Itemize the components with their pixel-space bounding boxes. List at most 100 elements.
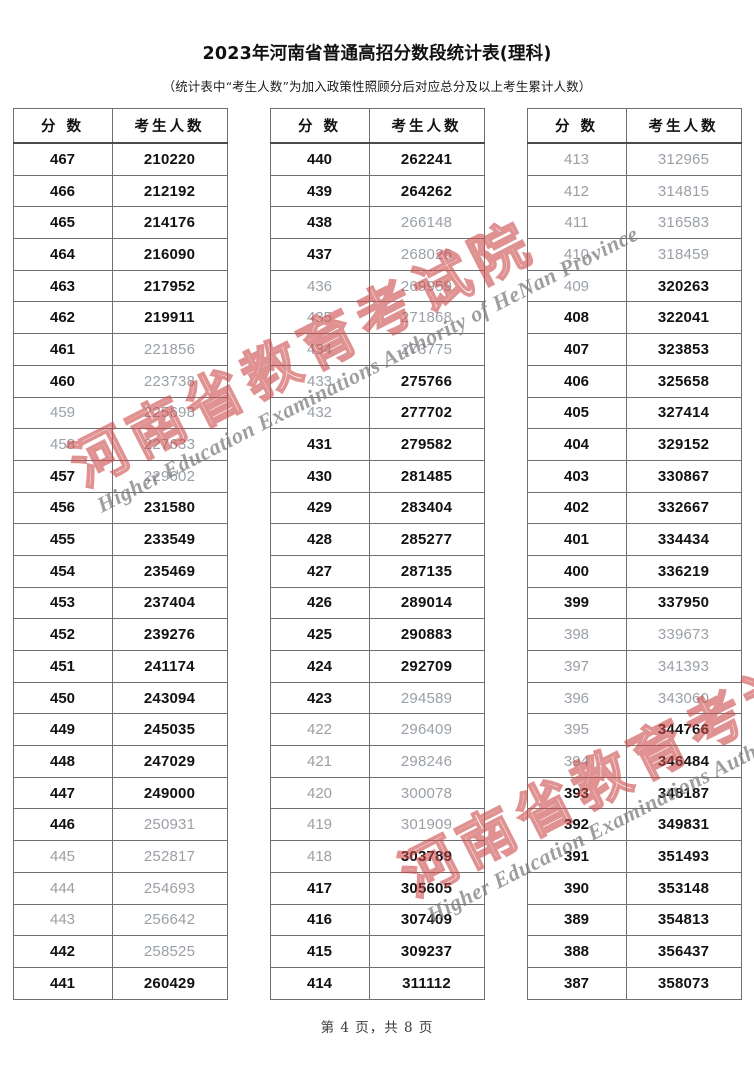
cell-candidate-count: 327414 xyxy=(625,396,742,430)
table-row: 414 311112 xyxy=(269,966,485,1000)
table-header-row: 分 数考生人数 xyxy=(12,108,228,144)
cell-candidate-count: 264262 xyxy=(368,174,485,208)
cell-candidate-count: 303789 xyxy=(368,840,485,873)
score-table-column-1: 分 数考生人数 467 210220 466 212192 465 214176 464 216… xyxy=(12,108,228,1000)
table-header-row: 分 数考生人数 xyxy=(269,108,485,144)
cell-score: 409 xyxy=(526,269,627,303)
cell-candidate-count: 290883 xyxy=(368,618,485,651)
table-row: 428 285277 xyxy=(269,523,485,556)
cell-score: 394 xyxy=(526,745,627,778)
cell-score: 392 xyxy=(526,808,627,842)
table-row: 447 249000 xyxy=(12,776,228,810)
score-tables-container: 分 数考生人数 467 210220 466 212192 465 214176 464 216… xyxy=(0,108,754,1000)
cell-score: 450 xyxy=(12,681,113,715)
cell-candidate-count: 356437 xyxy=(625,935,742,968)
table-row: 441 260429 xyxy=(12,966,228,1000)
cell-candidate-count: 271868 xyxy=(368,301,485,335)
cell-score: 403 xyxy=(526,459,627,493)
cell-score: 426 xyxy=(269,586,370,620)
cell-candidate-count: 325658 xyxy=(625,364,742,398)
cell-candidate-count: 294589 xyxy=(368,681,485,715)
cell-score: 441 xyxy=(12,966,113,1000)
table-row: 397 341393 xyxy=(526,650,742,683)
cell-candidate-count: 225698 xyxy=(111,396,228,430)
cell-score: 449 xyxy=(12,713,113,747)
table-row: 404 329152 xyxy=(526,428,742,461)
table-row: 451 241174 xyxy=(12,650,228,683)
cell-score: 405 xyxy=(526,396,627,430)
table-row: 461 221856 xyxy=(12,333,228,366)
page-subtitle: （统计表中“考生人数”为加入政策性照顾分后对应总分及以上考生累计人数） xyxy=(162,79,592,94)
cell-score: 461 xyxy=(12,333,113,366)
cell-candidate-count: 277702 xyxy=(368,396,485,430)
table-row: 422 296409 xyxy=(269,713,485,747)
table-row: 426 289014 xyxy=(269,586,485,620)
cell-score: 418 xyxy=(269,840,370,873)
cell-score: 456 xyxy=(12,491,113,525)
cell-candidate-count: 334434 xyxy=(625,523,742,556)
table-row: 443 256642 xyxy=(12,903,228,937)
table-row: 437 268026 xyxy=(269,238,485,271)
table-row: 465 214176 xyxy=(12,206,228,240)
table-row: 458 227633 xyxy=(12,428,228,461)
cell-score: 401 xyxy=(526,523,627,556)
table-row: 456 231580 xyxy=(12,491,228,525)
cell-candidate-count: 217952 xyxy=(111,269,228,303)
cell-score: 455 xyxy=(12,523,113,556)
cell-score: 412 xyxy=(526,174,627,208)
cell-score: 425 xyxy=(269,618,370,651)
cell-candidate-count: 309237 xyxy=(368,935,485,968)
cell-candidate-count: 287135 xyxy=(368,554,485,588)
table-row: 402 332667 xyxy=(526,491,742,525)
cell-score: 451 xyxy=(12,650,113,683)
cell-score: 427 xyxy=(269,554,370,588)
cell-score: 422 xyxy=(269,713,370,747)
header-candidate-count: 考生人数 xyxy=(368,108,485,144)
cell-candidate-count: 250931 xyxy=(111,808,228,842)
header-score: 分 数 xyxy=(12,108,113,144)
header-score: 分 数 xyxy=(269,108,370,144)
cell-score: 457 xyxy=(12,459,113,493)
cell-score: 408 xyxy=(526,301,627,335)
table-row: 453 237404 xyxy=(12,586,228,620)
cell-score: 444 xyxy=(12,871,113,905)
table-row: 460 223738 xyxy=(12,364,228,398)
table-row: 388 356437 xyxy=(526,935,742,968)
cell-candidate-count: 346484 xyxy=(625,745,742,778)
cell-candidate-count: 298246 xyxy=(368,745,485,778)
cell-candidate-count: 351493 xyxy=(625,840,742,873)
cell-candidate-count: 219911 xyxy=(111,301,228,335)
cell-score: 428 xyxy=(269,523,370,556)
table-row: 391 351493 xyxy=(526,840,742,873)
cell-candidate-count: 216090 xyxy=(111,238,228,271)
cell-score: 438 xyxy=(269,206,370,240)
cell-score: 465 xyxy=(12,206,113,240)
cell-candidate-count: 344766 xyxy=(625,713,742,747)
cell-score: 462 xyxy=(12,301,113,335)
table-row: 444 254693 xyxy=(12,871,228,905)
cell-score: 447 xyxy=(12,776,113,810)
cell-candidate-count: 223738 xyxy=(111,364,228,398)
cell-candidate-count: 231580 xyxy=(111,491,228,525)
cell-score: 429 xyxy=(269,491,370,525)
cell-candidate-count: 268026 xyxy=(368,238,485,271)
table-row: 450 243094 xyxy=(12,681,228,715)
cell-score: 443 xyxy=(12,903,113,937)
table-row: 405 327414 xyxy=(526,396,742,430)
table-row: 445 252817 xyxy=(12,840,228,873)
cell-score: 406 xyxy=(526,364,627,398)
cell-score: 442 xyxy=(12,935,113,968)
cell-candidate-count: 285277 xyxy=(368,523,485,556)
cell-score: 411 xyxy=(526,206,627,240)
cell-score: 440 xyxy=(269,142,370,176)
page-title: 2023年河南省普通高招分数段统计表(理科) xyxy=(202,44,552,64)
table-row: 416 307409 xyxy=(269,903,485,937)
cell-candidate-count: 343060 xyxy=(625,681,742,715)
table-row: 398 339673 xyxy=(526,618,742,651)
table-row: 435 271868 xyxy=(269,301,485,335)
cell-score: 452 xyxy=(12,618,113,651)
table-row: 438 266148 xyxy=(269,206,485,240)
score-table-column-2: 分 数考生人数 440 262241 439 264262 438 266148 437 268… xyxy=(269,108,485,1000)
cell-candidate-count: 229602 xyxy=(111,459,228,493)
table-row: 420 300078 xyxy=(269,776,485,810)
